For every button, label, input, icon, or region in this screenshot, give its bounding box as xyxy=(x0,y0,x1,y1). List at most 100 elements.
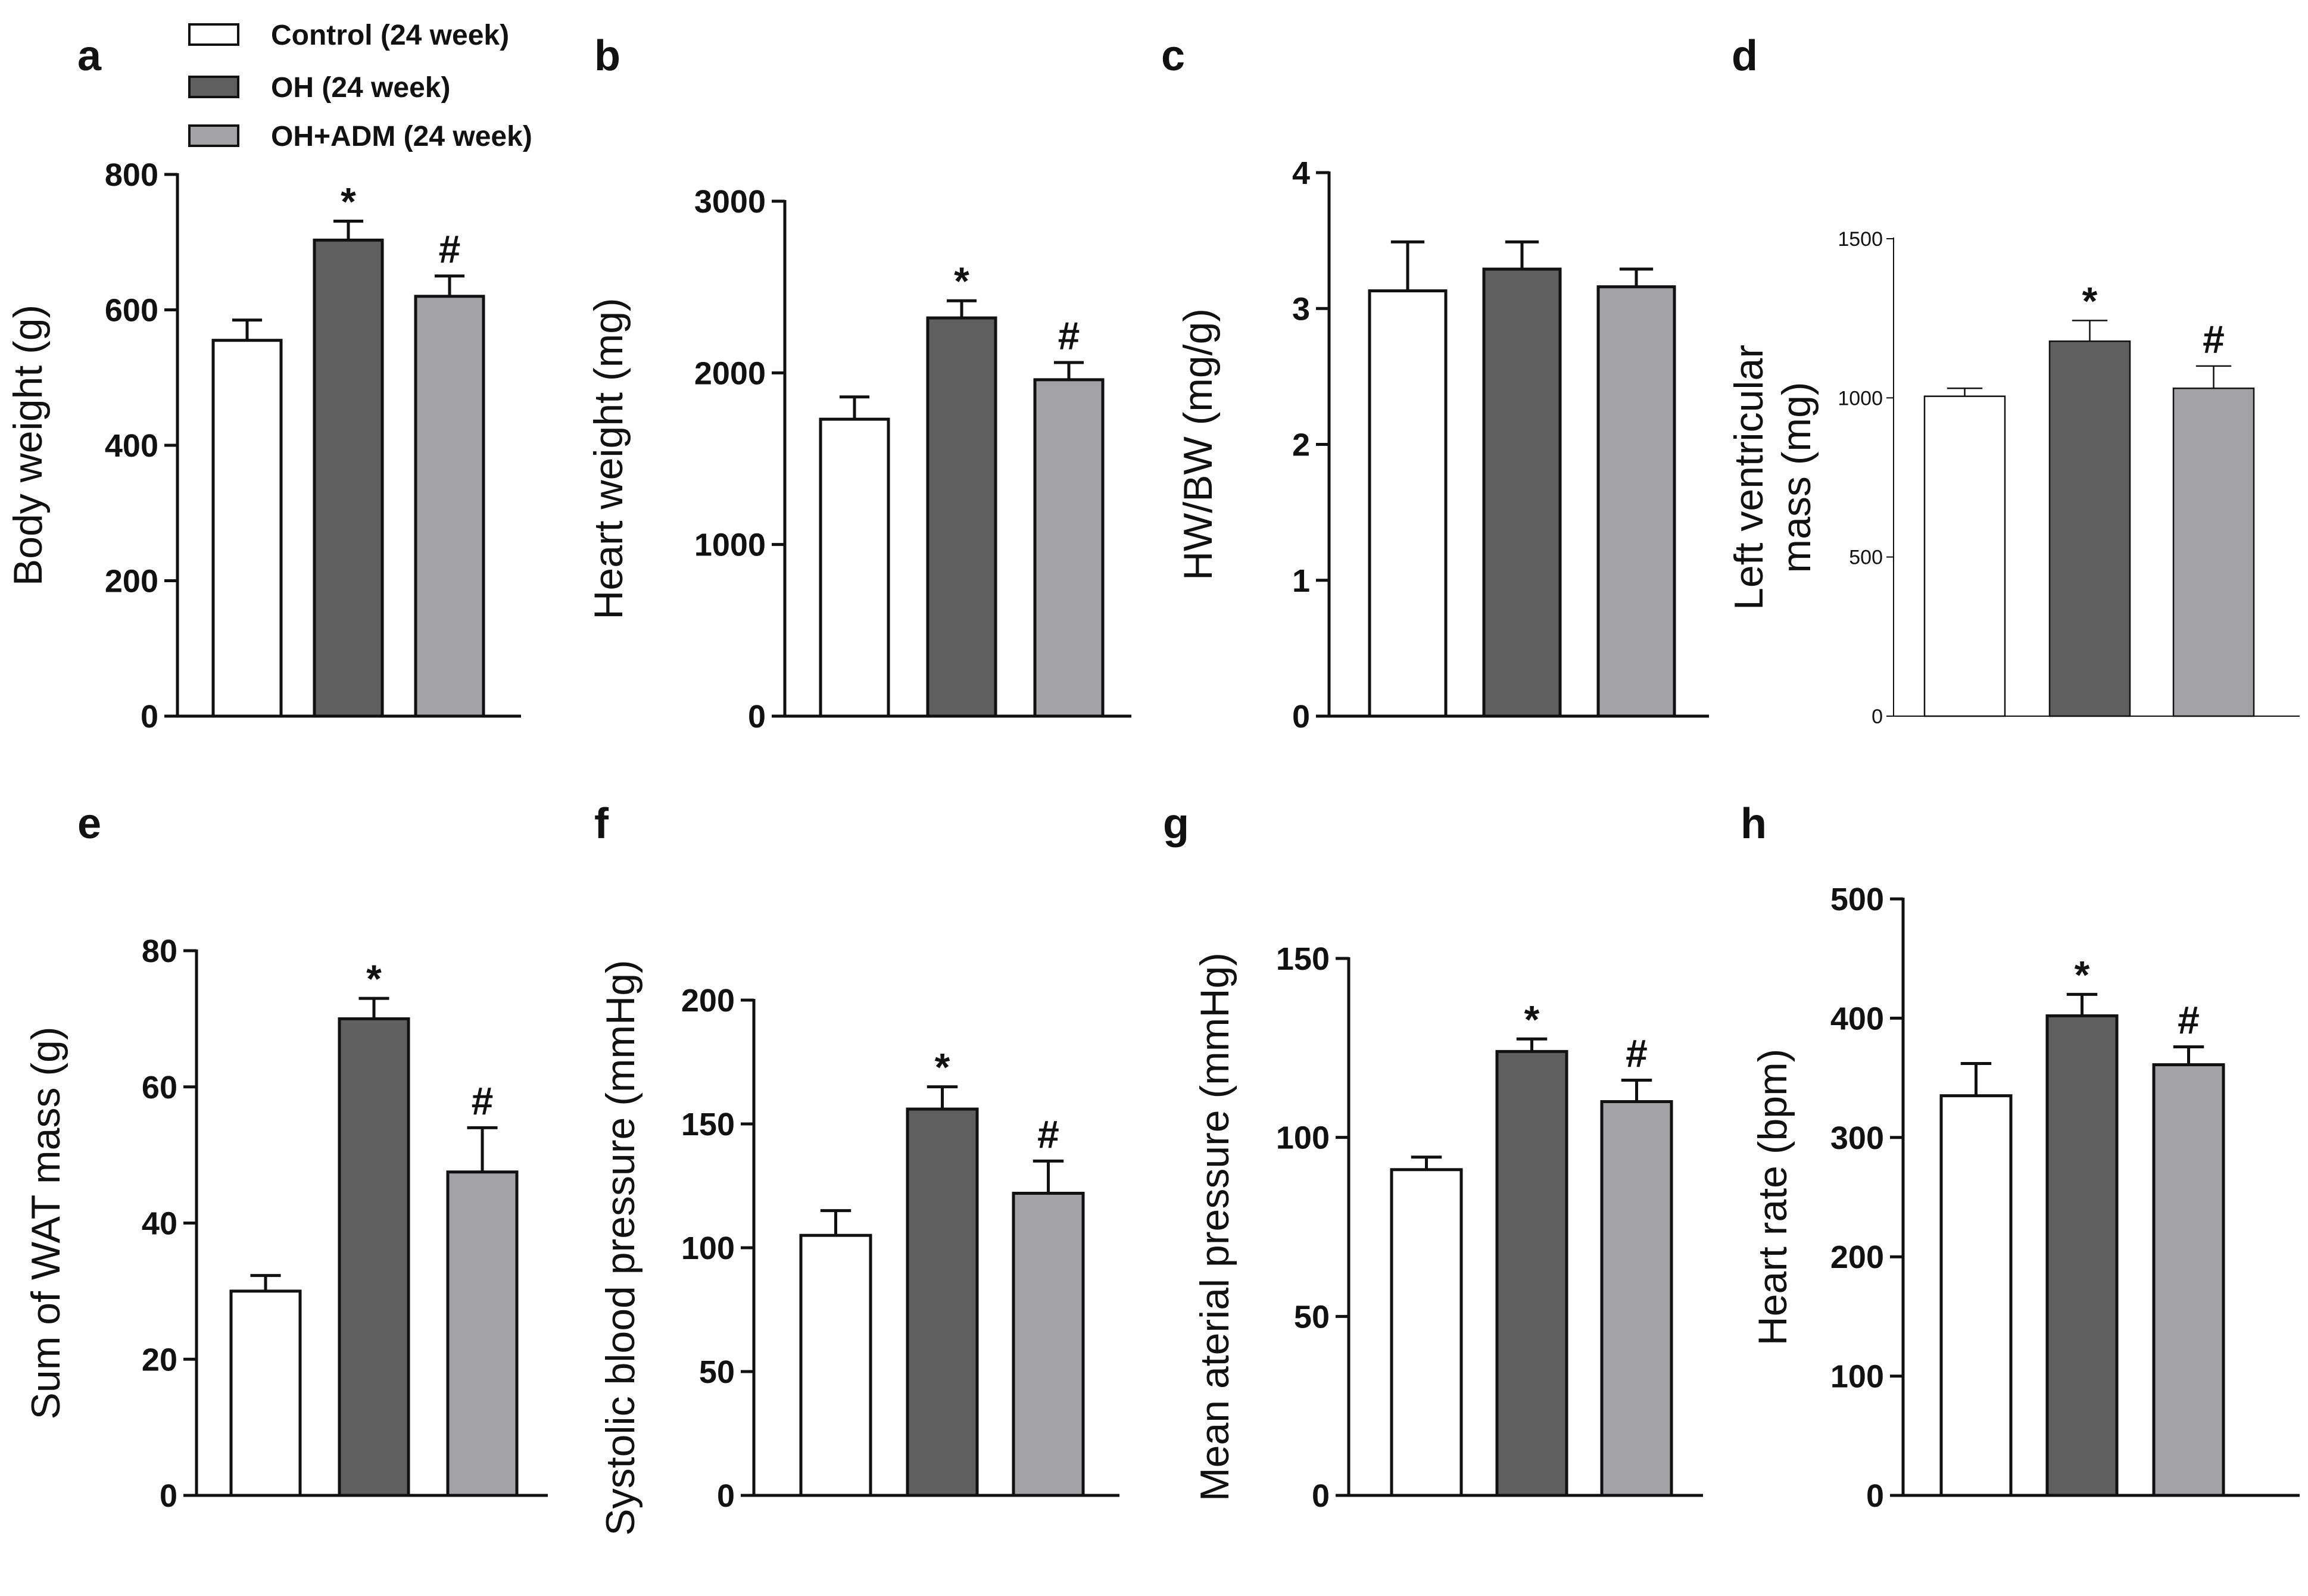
bar-oh-adm xyxy=(1012,1191,1085,1497)
bar-control xyxy=(1939,1094,2013,1497)
panel-letter: h xyxy=(1741,800,1767,848)
panel-h: h 0 100 200 300 400 500 Heart rate (bpm) * # xyxy=(1741,800,2300,1514)
panel-letter: f xyxy=(594,800,609,848)
y-tick-label: 500 xyxy=(1830,882,1884,917)
panel-e: e 0 20 40 60 80 Sum of WAT mass (g) * # xyxy=(23,800,548,1514)
panel-b: b 0 1000 2000 3000 Heart weight (mg) * # xyxy=(586,32,1131,735)
y-tick-label: 0 xyxy=(1292,699,1310,735)
panel-letter: e xyxy=(77,800,101,848)
bar-oh xyxy=(906,1107,979,1497)
y-tick-label: 150 xyxy=(1276,941,1330,977)
y-tick-label: 3000 xyxy=(694,184,766,220)
y-tick-label: 0 xyxy=(1872,705,1883,728)
significance-oh-adm: # xyxy=(472,1079,494,1123)
bar-control xyxy=(819,417,890,718)
legend-label-oh: OH (24 week) xyxy=(271,72,450,104)
bar-oh xyxy=(1482,267,1562,718)
y-tick-label: 100 xyxy=(681,1230,735,1266)
y-axis-title: Heart weight (mg) xyxy=(586,298,631,619)
y-tick-label: 1 xyxy=(1292,563,1310,599)
bar-oh-adm xyxy=(414,295,485,718)
y-tick-label: 80 xyxy=(142,933,177,969)
bar-oh xyxy=(2045,1014,2119,1497)
y-axis-title-line: Left ventricular xyxy=(1726,345,1771,610)
y-tick-label: 100 xyxy=(1830,1359,1884,1395)
y-axis-title: HW/BW (mg/g) xyxy=(1175,308,1221,580)
panel-letter: d xyxy=(1732,32,1758,80)
y-tick-label: 3 xyxy=(1292,291,1310,327)
bar-oh xyxy=(313,238,384,718)
bar-oh xyxy=(1495,1050,1568,1497)
significance-oh: * xyxy=(2075,952,2090,997)
y-tick-label: 0 xyxy=(160,1478,177,1514)
y-tick-label: 4 xyxy=(1292,155,1310,191)
significance-oh-adm: # xyxy=(439,227,461,271)
y-tick-label: 1000 xyxy=(694,527,766,563)
y-tick-label: 100 xyxy=(1276,1120,1330,1156)
bar-oh-adm xyxy=(1033,378,1105,718)
legend-label-oh-adm: OH+ADM (24 week) xyxy=(271,121,532,152)
significance-oh: * xyxy=(1524,997,1540,1041)
panel-f: f 0 50 100 150 200 Systolic blood pressure (mm… xyxy=(594,800,1119,1536)
panel-a: a 0 200 400 600 800 Body weight (g) * # xyxy=(5,32,521,735)
significance-oh: * xyxy=(935,1045,950,1089)
y-tick-label: 60 xyxy=(142,1070,177,1105)
bar-oh-adm xyxy=(1600,1100,1673,1497)
bar-oh-adm xyxy=(446,1170,519,1497)
bar-oh-adm xyxy=(2152,1063,2225,1497)
bar-oh-adm xyxy=(2172,388,2255,717)
y-tick-label: 0 xyxy=(1312,1478,1330,1514)
bar-control xyxy=(229,1289,302,1497)
panel-letter: c xyxy=(1161,32,1185,80)
y-tick-label: 200 xyxy=(105,564,158,599)
y-tick-label: 600 xyxy=(105,293,158,329)
y-tick-label: 40 xyxy=(142,1206,177,1242)
y-tick-label: 2000 xyxy=(694,355,766,391)
panel-letter: a xyxy=(77,32,102,80)
significance-oh-adm: # xyxy=(2178,998,2200,1042)
significance-oh-adm: # xyxy=(1058,314,1080,358)
panel-letter: b xyxy=(594,32,620,80)
significance-oh: * xyxy=(366,957,382,1001)
y-axis-title: Systolic blood pressure (mmHg) xyxy=(598,960,643,1535)
bar-control xyxy=(211,339,283,718)
y-tick-label: 2 xyxy=(1292,427,1310,463)
significance-oh-adm: # xyxy=(2203,317,2225,361)
y-tick-label: 0 xyxy=(717,1478,735,1514)
bar-control xyxy=(1390,1168,1463,1497)
y-tick-label: 20 xyxy=(142,1342,177,1378)
legend-swatch-oh xyxy=(188,76,239,98)
bar-oh xyxy=(926,316,997,718)
significance-oh-adm: # xyxy=(1626,1031,1648,1075)
y-tick-label: 1500 xyxy=(1838,228,1883,251)
legend-label-control: Control (24 week) xyxy=(271,20,509,51)
y-tick-label: 500 xyxy=(1849,546,1883,569)
y-tick-label: 300 xyxy=(1830,1120,1884,1156)
y-tick-label: 50 xyxy=(699,1354,735,1390)
bar-oh xyxy=(338,1017,410,1497)
bar-control xyxy=(1368,289,1448,718)
significance-oh-adm: # xyxy=(1037,1112,1059,1156)
y-tick-label: 50 xyxy=(1294,1299,1330,1335)
y-tick-label: 150 xyxy=(681,1107,735,1142)
significance-oh: * xyxy=(341,179,356,223)
y-axis-title-line: mass (mg) xyxy=(1774,382,1819,573)
panel-g: g 0 50 100 150 Mean aterial pressure (mmHg) * # xyxy=(1163,800,1703,1514)
panel-c: c 0 1 2 3 4 HW/BW (mg/g) xyxy=(1161,32,1709,735)
y-tick-label: 200 xyxy=(681,983,735,1019)
bar-oh-adm xyxy=(1596,285,1676,718)
y-tick-label: 0 xyxy=(1866,1478,1884,1514)
y-tick-label: 400 xyxy=(105,428,158,464)
significance-oh: * xyxy=(2082,279,2098,323)
legend: Control (24 week) OH (24 week) OH+ADM (24 … xyxy=(188,20,532,152)
y-tick-label: 1000 xyxy=(1838,387,1883,410)
significance-oh: * xyxy=(954,259,969,303)
y-tick-label: 800 xyxy=(105,157,158,193)
y-tick-label: 200 xyxy=(1830,1239,1884,1275)
y-tick-label: 0 xyxy=(141,699,158,735)
y-axis-title: Sum of WAT mass (g) xyxy=(23,1027,68,1420)
y-axis-title: Body weight (g) xyxy=(5,305,51,586)
y-tick-label: 0 xyxy=(748,699,766,735)
y-axis-title: Mean aterial pressure (mmHg) xyxy=(1192,952,1237,1501)
